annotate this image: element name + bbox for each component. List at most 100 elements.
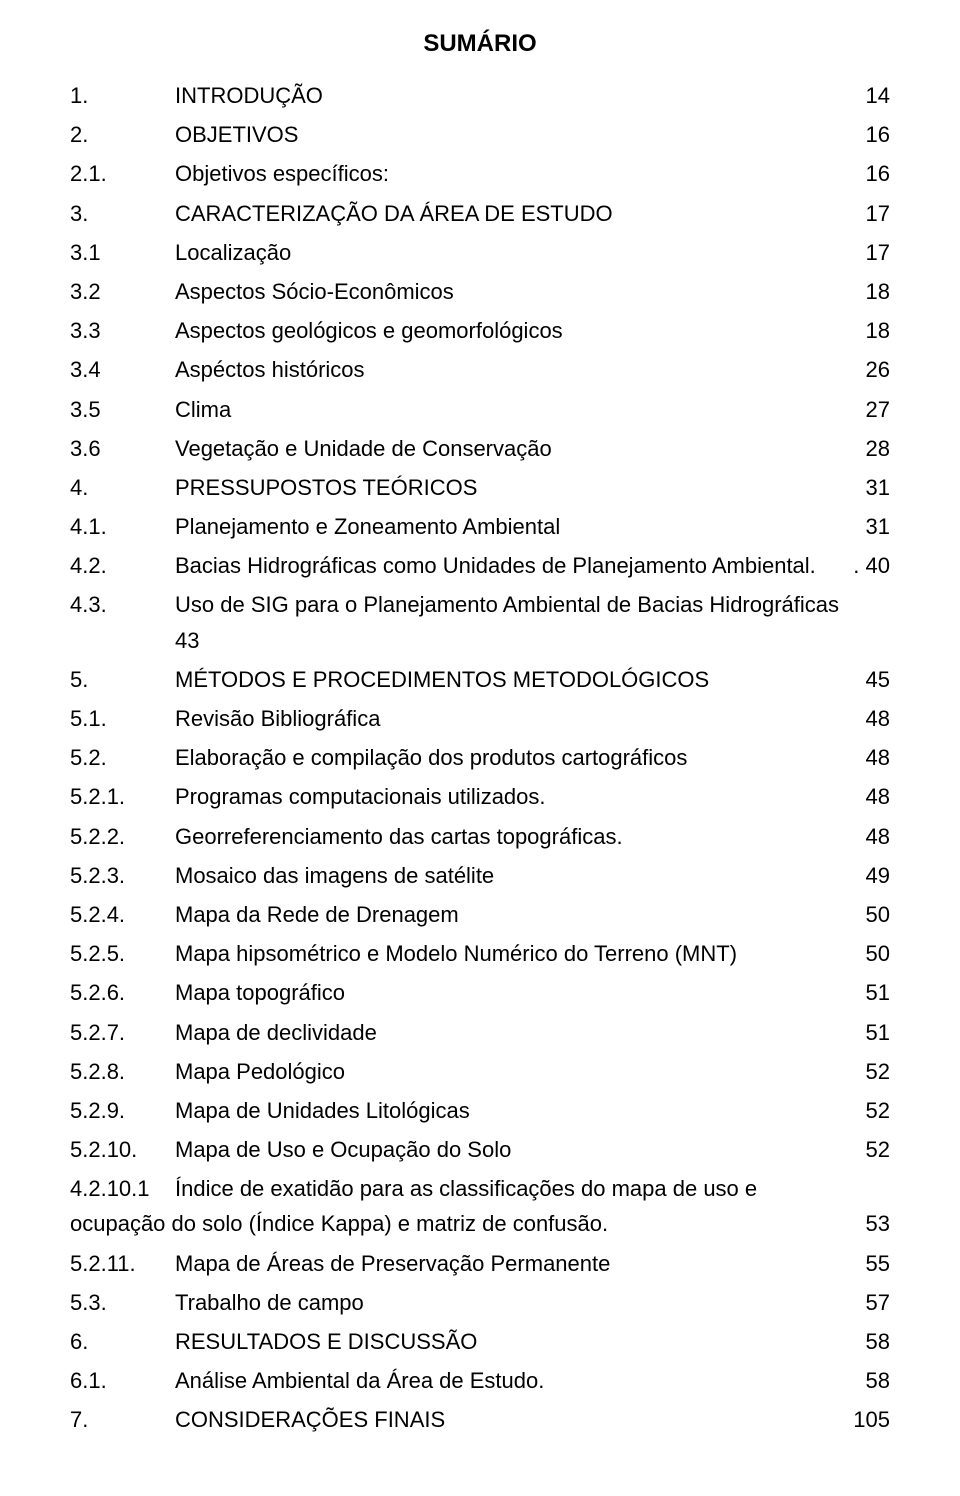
toc-number: 5.2.6. (70, 975, 175, 1010)
toc-text: Mapa de Áreas de Preservação Permanente (175, 1246, 610, 1281)
toc-entry: 3.2Aspectos Sócio-Econômicos18 (70, 274, 890, 309)
toc-page: 43 (70, 623, 890, 658)
toc-page: 52 (862, 1054, 890, 1089)
toc-text: INTRODUÇÃO (175, 78, 323, 113)
toc-number: 5.3. (70, 1285, 175, 1320)
toc-title: SUMÁRIO (70, 30, 890, 58)
toc-entry: 5.MÉTODOS E PROCEDIMENTOS METODOLÓGICOS4… (70, 662, 890, 697)
toc-entry: 3.CARACTERIZAÇÃO DA ÁREA DE ESTUDO17 (70, 196, 890, 231)
toc-entry: 5.3.Trabalho de campo 57 (70, 1285, 890, 1320)
toc-page: 26 (862, 352, 890, 387)
toc-entry: 5.2.8.Mapa Pedológico 52 (70, 1054, 890, 1089)
toc-page: 31 (862, 509, 890, 544)
toc-number: 3.1 (70, 235, 175, 270)
toc-entry: 3.5Clima27 (70, 392, 890, 427)
toc-number: 4.2.10.1 (70, 1171, 175, 1206)
toc-number: 5.2.5. (70, 936, 175, 971)
toc-entry: 5.2.5.Mapa hipsométrico e Modelo Numéric… (70, 936, 890, 971)
toc-entry: 4.2.Bacias Hidrográficas como Unidades d… (70, 548, 890, 583)
page: SUMÁRIO 1.INTRODUÇÃO14 2.OBJETIVOS16 2.1.O… (0, 0, 960, 1496)
toc-text: Mapa de Uso e Ocupação do Solo (175, 1132, 511, 1167)
toc-page: 58 (862, 1363, 890, 1398)
toc-page: 51 (862, 975, 890, 1010)
toc-number: 5.1. (70, 701, 175, 736)
toc-text: Mapa Pedológico (175, 1054, 345, 1089)
toc-text: Localização (175, 235, 291, 270)
toc-page: 28 (862, 431, 890, 466)
toc-page: 51 (862, 1015, 890, 1050)
toc-text: Mapa de Unidades Litológicas (175, 1093, 470, 1128)
toc-number: 6. (70, 1324, 175, 1359)
toc-page: 16 (862, 117, 890, 152)
toc-entry: 5.2.10.Mapa de Uso e Ocupação do Solo52 (70, 1132, 890, 1167)
toc-text: Georreferenciamento das cartas topográfi… (175, 819, 623, 854)
toc-entry: 5.2.3.Mosaico das imagens de satélite49 (70, 858, 890, 893)
toc-page: 57 (862, 1285, 890, 1320)
toc-number: 5.2.9. (70, 1093, 175, 1128)
toc-entry: 3.6Vegetação e Unidade de Conservação 28 (70, 431, 890, 466)
toc-number: 3.5 (70, 392, 175, 427)
toc-text: Mapa da Rede de Drenagem (175, 897, 459, 932)
toc-number: 4. (70, 470, 175, 505)
toc-page: 27 (862, 392, 890, 427)
toc-page: 45 (862, 662, 890, 697)
toc-text: PRESSUPOSTOS TEÓRICOS (175, 470, 477, 505)
toc-entry: 5.1.Revisão Bibliográfica 48 (70, 701, 890, 736)
toc-number: 5.2.11. (70, 1246, 175, 1281)
toc-page: 48 (862, 779, 890, 814)
toc-entry: 5.2.1.Programas computacionais utilizado… (70, 779, 890, 814)
toc-entry: 5.2.11.Mapa de Áreas de Preservação Perm… (70, 1246, 890, 1281)
toc-entry: 1.INTRODUÇÃO14 (70, 78, 890, 113)
toc-text: CARACTERIZAÇÃO DA ÁREA DE ESTUDO (175, 196, 613, 231)
toc-number: 2.1. (70, 156, 175, 191)
toc-entry: 5.2.9.Mapa de Unidades Litológicas 52 (70, 1093, 890, 1128)
toc-text: Análise Ambiental da Área de Estudo. (175, 1363, 544, 1398)
toc-entry: 3.3Aspectos geológicos e geomorfológicos… (70, 313, 890, 348)
toc-number: 5.2.2. (70, 819, 175, 854)
toc-text: Aspectos geológicos e geomorfológicos (175, 313, 563, 348)
toc-page: 16 (862, 156, 890, 191)
toc-page: . 40 (849, 548, 890, 583)
toc-number: 3.2 (70, 274, 175, 309)
toc-text: Revisão Bibliográfica (175, 701, 380, 736)
toc-page: 105 (849, 1402, 890, 1437)
toc-number: 7. (70, 1402, 175, 1437)
toc-entry: 5.2.7.Mapa de declividade51 (70, 1015, 890, 1050)
toc-page: 50 (862, 936, 890, 971)
toc-number: 6.1. (70, 1363, 175, 1398)
toc-text-cont: ocupação do solo (Índice Kappa) e matriz… (70, 1206, 608, 1241)
toc-text: Mosaico das imagens de satélite (175, 858, 494, 893)
toc-page: 50 (862, 897, 890, 932)
toc-page: 49 (862, 858, 890, 893)
toc-page: 55 (862, 1246, 890, 1281)
toc-page: 18 (862, 274, 890, 309)
toc-page: 58 (862, 1324, 890, 1359)
toc-number: 5.2.4. (70, 897, 175, 932)
toc-entry: 4.2.10.1Índice de exatidão para as class… (70, 1171, 890, 1241)
toc-number: 4.3. (70, 587, 175, 622)
toc-number: 4.2. (70, 548, 175, 583)
toc-text: Trabalho de campo (175, 1285, 364, 1320)
toc-text: Mapa topográfico (175, 975, 345, 1010)
toc-text: MÉTODOS E PROCEDIMENTOS METODOLÓGICOS (175, 662, 709, 697)
toc-page: 31 (862, 470, 890, 505)
toc-number: 5.2.1. (70, 779, 175, 814)
toc-list: 1.INTRODUÇÃO14 2.OBJETIVOS16 2.1.Objetivos… (70, 78, 890, 1438)
toc-text: Vegetação e Unidade de Conservação (175, 431, 552, 466)
toc-entry: 2.1.Objetivos específicos: 16 (70, 156, 890, 191)
toc-entry: 2.OBJETIVOS16 (70, 117, 890, 152)
toc-number: 5.2.10. (70, 1132, 175, 1167)
toc-number: 3.6 (70, 431, 175, 466)
toc-text: CONSIDERAÇÕES FINAIS (175, 1402, 445, 1437)
toc-entry: 4.1.Planejamento e Zoneamento Ambiental3… (70, 509, 890, 544)
toc-page: 48 (862, 701, 890, 736)
toc-entry: 4.3.Uso de SIG para o Planejamento Ambie… (70, 587, 890, 657)
toc-text: Objetivos específicos: (175, 156, 389, 191)
toc-page: 52 (862, 1093, 890, 1128)
toc-page: 17 (862, 235, 890, 270)
toc-entry: 5.2.4.Mapa da Rede de Drenagem 50 (70, 897, 890, 932)
toc-text: Planejamento e Zoneamento Ambiental (175, 509, 560, 544)
toc-text: Programas computacionais utilizados. (175, 779, 546, 814)
toc-number: 5.2.8. (70, 1054, 175, 1089)
toc-number: 5.2.7. (70, 1015, 175, 1050)
